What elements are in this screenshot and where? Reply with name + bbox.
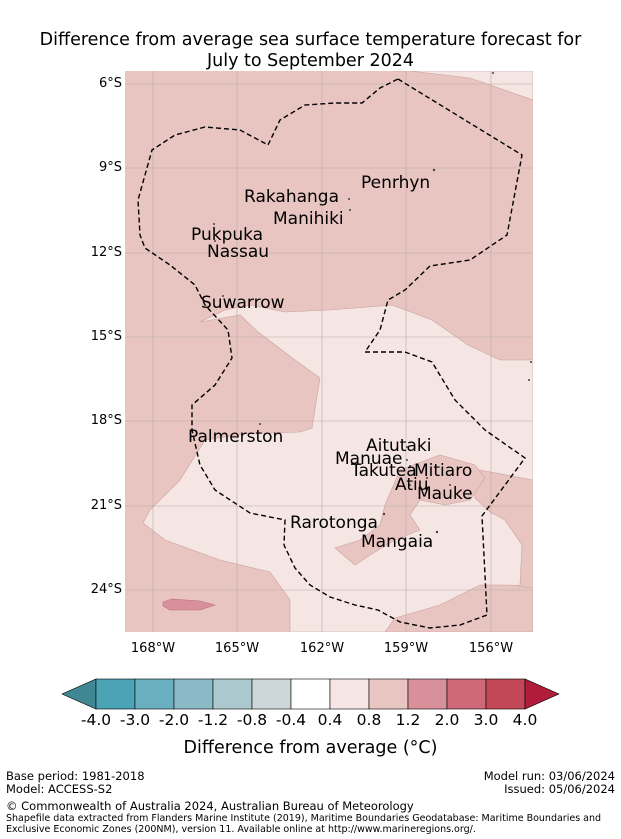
place-penrhyn: Penrhyn bbox=[361, 173, 430, 193]
place-pukpuka: Pukpuka bbox=[191, 225, 263, 245]
title-line-2: July to September 2024 bbox=[207, 51, 414, 71]
lon-label-156w: 156°W bbox=[468, 641, 514, 656]
place-rakahanga: Rakahanga bbox=[244, 187, 339, 207]
place-palmerston: Palmerston bbox=[188, 427, 283, 447]
cb-tick-label-3: -1.2 bbox=[197, 711, 229, 729]
cb-tick-label-4: -0.8 bbox=[236, 711, 268, 729]
shapefile-credit-line-2: Exclusive Economic Zones (200NM), versio… bbox=[6, 824, 476, 835]
cb-tick-label-8: 1.2 bbox=[395, 711, 421, 729]
cb-tick-label-0: -4.0 bbox=[80, 711, 112, 729]
cb-tick-label-6: 0.4 bbox=[317, 711, 343, 729]
cb-tick-label-9: 2.0 bbox=[434, 711, 460, 729]
colorbar-title: Difference from average (°C) bbox=[183, 738, 438, 758]
place-takutea: Takutea bbox=[350, 461, 417, 481]
anomaly-zone-north bbox=[392, 71, 533, 101]
place-mitiaro: Mitiaro bbox=[414, 461, 472, 481]
lon-label-165w: 165°W bbox=[214, 641, 260, 656]
lat-label-15s: 15°S bbox=[90, 329, 122, 344]
map-grid bbox=[125, 71, 533, 632]
anomaly-zone-warm-patch bbox=[162, 598, 217, 611]
anomaly-zone-southern-cook bbox=[334, 454, 486, 566]
eez-boundary bbox=[137, 78, 526, 629]
lon-label-168w: 168°W bbox=[130, 641, 176, 656]
place-aitutaki: Aitutaki bbox=[366, 436, 431, 456]
anomaly-zone-south-east bbox=[384, 584, 533, 632]
cb-tick-label-5: -0.4 bbox=[275, 711, 307, 729]
place-manihiki: Manihiki bbox=[273, 209, 344, 229]
lon-label-159w: 159°W bbox=[383, 641, 429, 656]
cb-tick-label-7: 0.8 bbox=[356, 711, 382, 729]
lat-label-24s: 24°S bbox=[90, 582, 122, 597]
title-line-1: Difference from average sea surface temp… bbox=[39, 30, 582, 50]
place-nassau: Nassau bbox=[207, 242, 269, 262]
lat-label-6s: 6°S bbox=[98, 76, 122, 91]
copyright: © Commonwealth of Australia 2024, Austra… bbox=[6, 799, 414, 813]
place-mangaia: Mangaia bbox=[361, 532, 433, 552]
place-atiu: Atiu bbox=[395, 475, 429, 495]
island-markers bbox=[213, 72, 532, 534]
place-manuae: Manuae bbox=[335, 449, 403, 469]
base-period: Base period: 1981-2018 bbox=[6, 769, 145, 783]
cb-tick-label-1: -3.0 bbox=[119, 711, 151, 729]
place-mauke: Mauke bbox=[417, 484, 473, 504]
model-name: Model: ACCESS-S2 bbox=[6, 782, 113, 796]
lat-label-18s: 18°S bbox=[90, 413, 122, 428]
lat-label-21s: 21°S bbox=[90, 498, 122, 513]
lat-label-12s: 12°S bbox=[90, 245, 122, 260]
model-run: Model run: 03/06/2024 bbox=[483, 769, 615, 783]
place-suwarrow: Suwarrow bbox=[201, 293, 285, 313]
place-rarotonga: Rarotonga bbox=[290, 513, 378, 533]
lat-label-9s: 9°S bbox=[98, 160, 122, 175]
cb-tick-label-10: 3.0 bbox=[473, 711, 499, 729]
chart-title: Difference from average sea surface temp… bbox=[0, 30, 621, 72]
cb-tick-label-11: 4.0 bbox=[512, 711, 538, 729]
lon-label-162w: 162°W bbox=[299, 641, 345, 656]
cb-tick-label-2: -2.0 bbox=[158, 711, 190, 729]
shapefile-credit-line-1: Shapefile data extracted from Flanders M… bbox=[6, 813, 602, 824]
issued-date: Issued: 05/06/2024 bbox=[504, 782, 615, 796]
